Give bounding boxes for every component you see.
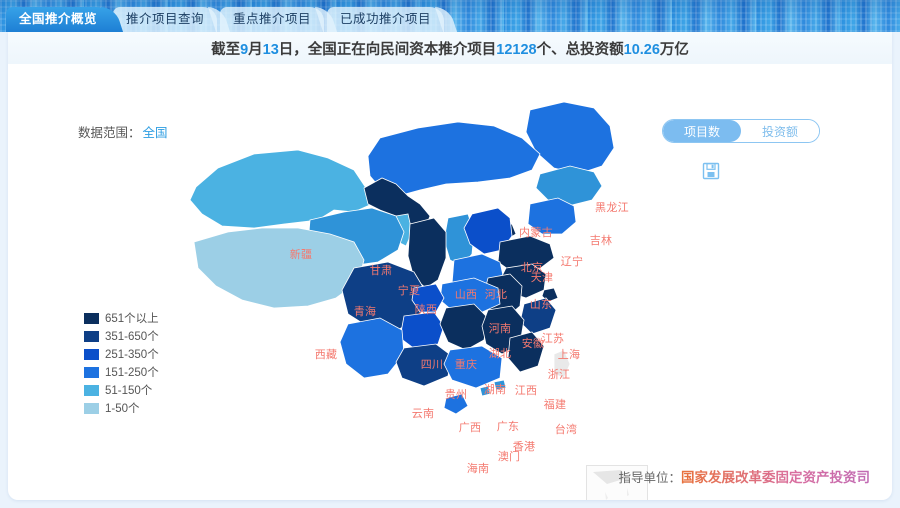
legend-swatch <box>84 402 99 414</box>
province-辽宁[interactable] <box>527 197 577 235</box>
legend-swatch <box>84 330 99 342</box>
province-湖北[interactable] <box>439 277 501 315</box>
province-澳门[interactable] <box>479 385 491 397</box>
legend-item: 351-650个 <box>84 327 159 345</box>
tab-label: 已成功推介项目 <box>340 12 432 26</box>
tab-project-query[interactable]: 推介项目查询 <box>113 7 218 32</box>
title-investment-unit: 万亿 <box>659 41 689 58</box>
legend-item: 1-50个 <box>84 399 159 417</box>
province-黑龙江[interactable] <box>525 101 615 175</box>
province-浙江[interactable] <box>519 297 557 335</box>
legend-swatch <box>84 348 99 360</box>
tab-label: 推介项目查询 <box>126 12 205 26</box>
tab-successful-projects[interactable]: 已成功推介项目 <box>327 7 445 32</box>
province-广西[interactable] <box>395 343 453 387</box>
title-prefix: 截至 <box>211 41 241 58</box>
toggle-investment-amount[interactable]: 投资额 <box>741 120 819 142</box>
toggle-project-count[interactable]: 项目数 <box>663 120 741 142</box>
legend-label: 151-250个 <box>105 367 159 379</box>
legend-item: 51-150个 <box>84 381 159 399</box>
metric-toggle: 项目数 投资额 <box>662 119 820 143</box>
title-project-count: 12128 <box>496 41 537 58</box>
tab-national-overview[interactable]: 全国推介概览 <box>6 7 111 32</box>
summary-title-bar: 截至9月13日，全国正在向民间资本推介项目12128个、总投资额10.26万亿 <box>8 32 892 64</box>
main-panel: 截至9月13日，全国正在向民间资本推介项目12128个、总投资额10.26万亿 … <box>8 32 892 500</box>
data-scope: 数据范围： 全国 <box>78 122 168 141</box>
data-scope-label: 数据范围： <box>78 126 141 140</box>
title-day: 13 <box>262 41 279 58</box>
china-choropleth-map[interactable]: 黑龙江 内蒙古 吉林 辽宁 新疆 甘肃 北京 天津 宁夏 山西 河北 青海 陕西 山东 河南 江苏 西藏 安徽 上海… <box>8 92 892 500</box>
legend-swatch <box>84 384 99 396</box>
save-icon[interactable] <box>702 162 720 180</box>
footer-organization: 国家发展改革委固定资产投资司 <box>681 470 870 485</box>
tab-bar: 全国推介概览 推介项目查询 重点推介项目 已成功推介项目 <box>6 7 447 32</box>
tab-key-projects[interactable]: 重点推介项目 <box>220 7 325 32</box>
legend-item: 251-350个 <box>84 345 159 363</box>
legend-item: 651个以上 <box>84 309 159 327</box>
legend-label: 251-350个 <box>105 349 159 361</box>
legend-swatch <box>84 366 99 378</box>
province-吉林[interactable] <box>535 165 603 207</box>
province-台湾[interactable] <box>553 349 571 379</box>
province-广东[interactable] <box>443 345 503 389</box>
footer-guidance: 指导单位：国家发展改革委固定资产投资司 <box>618 466 870 486</box>
footer-label: 指导单位： <box>618 471 681 485</box>
province-湖南[interactable] <box>439 303 489 351</box>
province-重庆[interactable] <box>411 283 445 313</box>
map-svg <box>189 101 615 415</box>
legend-item: 151-250个 <box>84 363 159 381</box>
legend-label: 351-650个 <box>105 331 159 343</box>
title-investment: 10.26 <box>623 41 660 58</box>
title-month: 9 <box>240 41 249 58</box>
province-福建[interactable] <box>507 331 545 373</box>
title-day-unit: 日 <box>278 41 294 58</box>
province-贵州[interactable] <box>399 311 445 351</box>
province-云南[interactable] <box>339 317 405 379</box>
province-海南[interactable] <box>443 393 469 415</box>
province-香港[interactable] <box>493 379 507 391</box>
province-陕西[interactable] <box>407 217 447 289</box>
province-西藏[interactable] <box>193 227 365 309</box>
legend-label: 1-50个 <box>105 403 140 415</box>
tab-label: 重点推介项目 <box>233 12 312 26</box>
legend-label: 51-150个 <box>105 385 153 397</box>
title-count-unit: 个、总投资额 <box>536 41 624 58</box>
title-month-unit: 月 <box>248 41 263 58</box>
map-legend: 651个以上 351-650个 251-350个 151-250个 51-150… <box>84 309 159 417</box>
south-china-sea-inset <box>586 465 648 500</box>
data-scope-value[interactable]: 全国 <box>142 126 168 140</box>
legend-swatch <box>84 312 99 324</box>
tab-label: 全国推介概览 <box>19 12 98 26</box>
page-title: 截至9月13日，全国正在向民间资本推介项目12128个、总投资额10.26万亿 <box>211 38 689 59</box>
legend-label: 651个以上 <box>105 313 159 325</box>
title-mid: ，全国正在向民间资本推介项目 <box>293 41 497 58</box>
